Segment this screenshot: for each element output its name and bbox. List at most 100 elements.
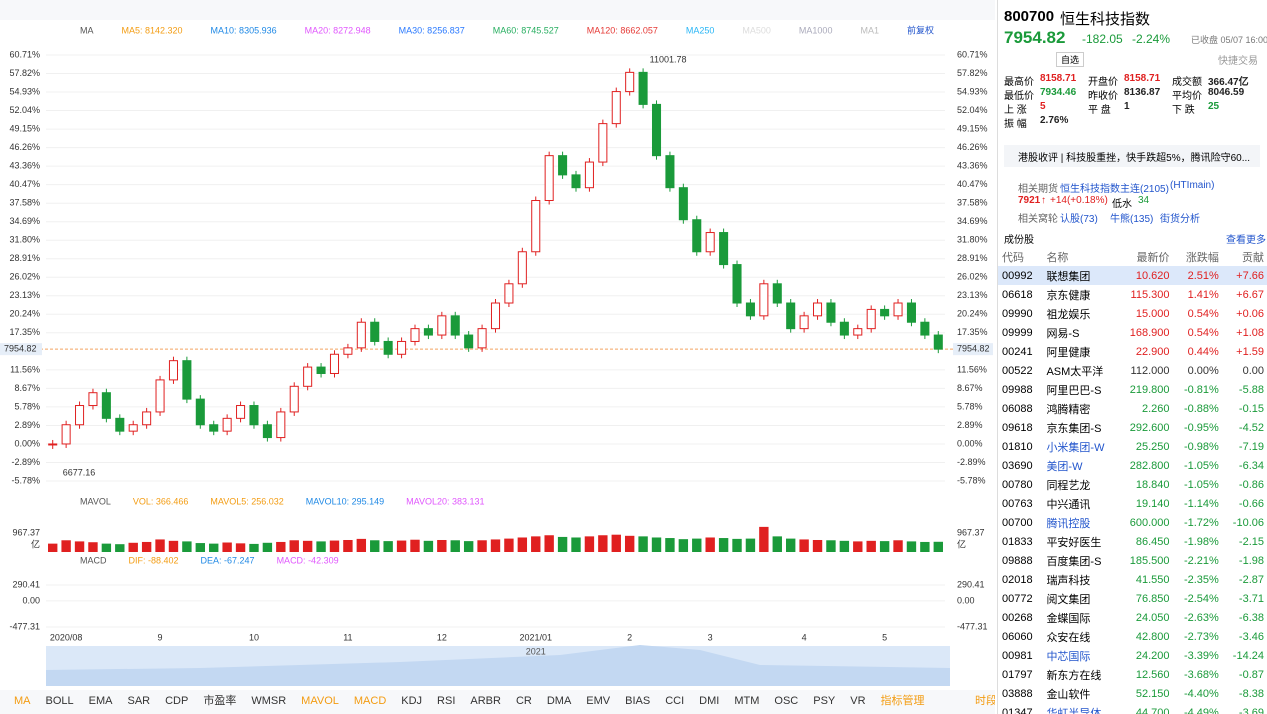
row[interactable]: 01833 平安好医生 86.450 -1.98% -2.15	[998, 532, 1267, 551]
candle	[370, 321, 380, 342]
warrant-link[interactable]: 街货分析	[1160, 214, 1200, 225]
row[interactable]: 09618 京东集团-S 292.600 -0.95% -4.52	[998, 418, 1267, 437]
candle	[665, 155, 675, 189]
watch-button[interactable]: 自选	[1056, 52, 1085, 67]
indicator[interactable]: RSI	[437, 695, 455, 707]
indicator[interactable]: CCI	[665, 695, 684, 707]
cell: -2.35%	[1183, 573, 1219, 586]
candle	[692, 219, 702, 253]
cell: 09618	[1002, 421, 1033, 434]
warrant-link[interactable]: 认股(73)	[1060, 214, 1098, 225]
cell: 185.500	[1129, 554, 1170, 567]
row[interactable]: 00772 阅文集团 76.850 -2.54% -3.71	[998, 589, 1267, 608]
cell: 01810	[1002, 440, 1033, 453]
indicator[interactable]: KDJ	[401, 695, 422, 707]
period[interactable]: 时段	[975, 693, 995, 707]
row[interactable]: 00992 联想集团 10.620 2.51% +7.66	[998, 266, 1267, 285]
row[interactable]: 00268 金蝶国际 24.050 -2.63% -6.38	[998, 608, 1267, 627]
ma_bar-item: MA60: 8745.527	[493, 25, 559, 35]
indicator[interactable]: MA	[14, 695, 31, 707]
vol-tick-label: 967.37	[12, 527, 40, 537]
row[interactable]: 06088 鸿腾精密 2.260 -0.88% -0.15	[998, 399, 1267, 418]
row[interactable]: 02018 瑞声科技 41.550 -2.35% -2.87	[998, 570, 1267, 589]
indicator[interactable]: VR	[850, 695, 865, 707]
row[interactable]: 06060 众安在线 42.800 -2.73% -3.46	[998, 627, 1267, 646]
candle	[799, 315, 809, 330]
warrant-link[interactable]: 牛熊(135)	[1110, 214, 1154, 225]
row[interactable]: 09888 百度集团-S 185.500 -2.21% -1.98	[998, 551, 1267, 570]
row[interactable]: 01347 华虹半导体 44.700 -4.49% -3.69	[998, 703, 1267, 714]
row[interactable]: 01810 小米集团-W 25.250 -0.98% -7.19	[998, 437, 1267, 456]
candle	[423, 328, 433, 336]
indicator[interactable]: MACD	[354, 695, 386, 707]
row[interactable]: 00522 ASM太平洋 112.000 0.00% 0.00	[998, 361, 1267, 380]
candle	[571, 174, 581, 189]
row[interactable]: 03888 金山软件 52.150 -4.40% -8.38	[998, 684, 1267, 703]
cell: 282.800	[1129, 459, 1170, 472]
stat-value: 8158.71	[1124, 73, 1161, 84]
indicator[interactable]: BIAS	[625, 695, 650, 707]
cell: -3.46	[1238, 630, 1264, 643]
y-tick-label-right: 8.67%	[957, 383, 983, 393]
column-header: 最新价	[1136, 251, 1170, 264]
row[interactable]: 06618 京东健康 115.300 1.41% +6.67	[998, 285, 1267, 304]
volume-bar	[557, 536, 568, 552]
cell: 09990	[1002, 307, 1033, 320]
indicator[interactable]: EMV	[586, 695, 611, 707]
volume-bar	[879, 541, 890, 552]
indicator[interactable]: DMI	[699, 695, 719, 707]
candle	[625, 71, 635, 93]
candle	[195, 398, 205, 426]
indicator[interactable]: MAVOL	[301, 695, 339, 707]
cell: 01347	[1002, 706, 1033, 714]
volume-bar	[611, 534, 621, 552]
row[interactable]: 00981 中芯国际 24.200 -3.39% -14.24	[998, 646, 1267, 665]
column-header: 代码	[1002, 251, 1024, 264]
cell: 00763	[1002, 497, 1033, 510]
ma_bar-item: MA120: 8662.057	[587, 25, 658, 35]
y-tick-label-right: 26.02%	[957, 272, 988, 282]
row[interactable]: 00241 阿里健康 22.900 0.44% +1.59	[998, 342, 1267, 361]
indicator[interactable]: CDP	[165, 695, 188, 707]
indicator[interactable]: CR	[516, 695, 532, 707]
cell: -10.06	[1232, 516, 1264, 529]
indicator[interactable]: EMA	[89, 695, 114, 707]
indicator[interactable]: WMSR	[251, 695, 286, 707]
row[interactable]: 09988 阿里巴巴-S 219.800 -0.81% -5.88	[998, 380, 1267, 399]
news[interactable]: 港股收评 | 科技股重挫，快手跌超5%，腾讯险守60...	[1018, 153, 1251, 164]
volume-bar	[383, 541, 393, 552]
indicator[interactable]: DMA	[547, 695, 572, 707]
indicator[interactable]: ARBR	[470, 695, 501, 707]
row[interactable]: 09990 祖龙娱乐 15.000 0.54% +0.06	[998, 304, 1267, 323]
news-box[interactable]	[1004, 145, 1260, 167]
indicator[interactable]: SAR	[127, 695, 150, 707]
indicator[interactable]: OSC	[774, 695, 798, 707]
macd-tick-label: -477.31	[9, 621, 40, 631]
row[interactable]: 00763 中兴通讯 19.140 -1.14% -0.66	[998, 494, 1267, 513]
futures-code[interactable]: (HTImain)	[1170, 180, 1215, 191]
y-tick-label-right: 31.80%	[957, 235, 988, 245]
trade-button[interactable]: 快捷交易	[1218, 56, 1258, 67]
more-link[interactable]: 查看更多	[1226, 235, 1266, 246]
candle	[880, 308, 890, 317]
row[interactable]: 01797 新东方在线 12.560 -3.68% -0.87	[998, 665, 1267, 684]
row[interactable]: 00780 同程艺龙 18.840 -1.05% -0.86	[998, 475, 1267, 494]
row[interactable]: 09999 网易-S 168.900 0.54% +1.08	[998, 323, 1267, 342]
indicator[interactable]: BOLL	[46, 695, 74, 707]
y-tick-label-right: 40.47%	[957, 179, 988, 189]
y-tick-label: 49.15%	[9, 123, 40, 133]
price-tag-right	[953, 343, 993, 356]
cell: 42.800	[1135, 630, 1170, 643]
indicator[interactable]: PSY	[813, 695, 836, 707]
row[interactable]: 03690 美团-W 282.800 -1.05% -6.34	[998, 456, 1267, 475]
row[interactable]: 00700 腾讯控股 600.000 -1.72% -10.06	[998, 513, 1267, 532]
volume-bar	[88, 542, 98, 552]
indicator[interactable]: 市盈率	[203, 693, 236, 707]
y-tick-label: 54.93%	[9, 86, 40, 96]
indicator[interactable]: MTM	[734, 695, 759, 707]
cell: 新东方在线	[1046, 669, 1102, 682]
futures-name[interactable]: 恒生科技指数主连(2105)	[1060, 184, 1169, 195]
cell: 京东集团-S	[1046, 422, 1102, 435]
y-tick-label-right: 37.58%	[957, 198, 988, 208]
indicator[interactable]: 指标管理	[881, 693, 925, 707]
